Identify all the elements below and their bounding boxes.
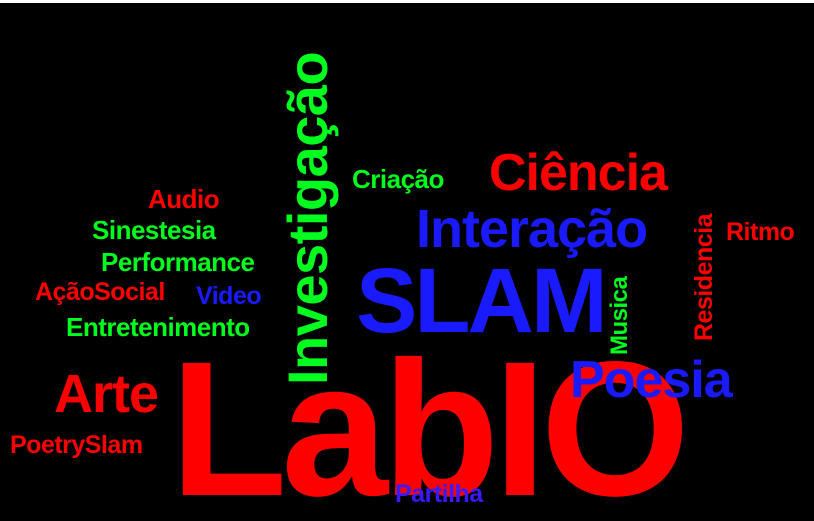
word-video: Video bbox=[196, 282, 262, 310]
word-arte: Arte bbox=[54, 364, 159, 424]
word-interacao: Interação bbox=[416, 199, 648, 259]
word-ciencia: Ciência bbox=[489, 144, 668, 202]
word-residencia: Residencia bbox=[690, 213, 718, 341]
word-lablo: LabIO bbox=[170, 321, 690, 521]
word-entretenimento: Entretenimento bbox=[66, 312, 250, 342]
word-criacao: Criação bbox=[352, 164, 444, 194]
word-performance: Performance bbox=[101, 247, 255, 277]
word-ritmo: Ritmo bbox=[726, 218, 795, 246]
word-acaosocial: AçãoSocial bbox=[35, 278, 165, 306]
word-sinestesia: Sinestesia bbox=[92, 215, 216, 245]
word-partilha: Partilha bbox=[395, 480, 483, 508]
word-cloud: LabIO SLAM Investigação Interação Ciênci… bbox=[0, 3, 814, 521]
word-slam: SLAM bbox=[356, 250, 608, 352]
word-musica: Musica bbox=[606, 276, 633, 355]
word-poesia: Poesia bbox=[570, 351, 733, 409]
word-investigacao: Investigação bbox=[276, 51, 339, 385]
word-poetryslam: PoetrySlam bbox=[10, 431, 143, 459]
word-audio: Audio bbox=[148, 184, 220, 214]
